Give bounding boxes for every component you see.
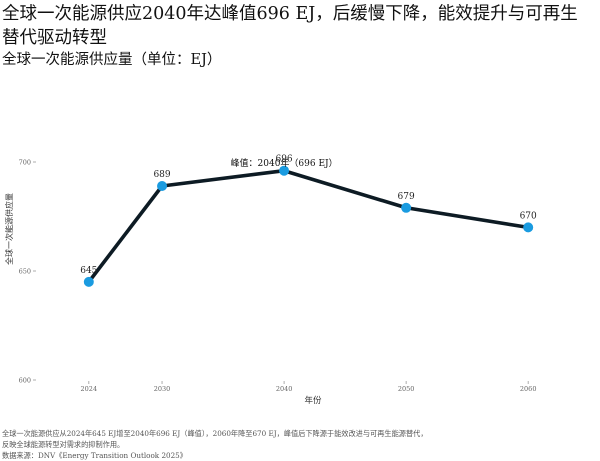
- y-axis: 600 650 700: [19, 159, 36, 385]
- y-tick-label: 700: [19, 159, 31, 167]
- peak-annotation: 峰值：2040年（696 EJ）: [231, 157, 338, 169]
- caption-line-1: 全球一次能源供应从2024年645 EJ增至2040年696 EJ（峰值），20…: [2, 429, 428, 438]
- x-axis: 2024 2030 2040 2050 2060: [81, 381, 537, 393]
- x-tick-label: 2030: [154, 385, 171, 393]
- chart-title: 全球一次能源供应2040年达峰值696 EJ，后缓慢下降，能效提升与可再生替代驱…: [2, 4, 578, 48]
- y-axis-label: 全球一次能源供应量: [4, 193, 14, 265]
- data-points: [83, 165, 534, 287]
- chart-subtitle: 全球一次能源供应量（单位：EJ）: [2, 52, 222, 68]
- data-point: [279, 165, 290, 176]
- x-tick-label: 2024: [81, 385, 98, 393]
- x-tick-label: 2040: [276, 385, 293, 393]
- data-label: 645: [80, 266, 97, 276]
- data-point: [83, 276, 94, 287]
- chart-caption: 全球一次能源供应从2024年645 EJ增至2040年696 EJ（峰值），20…: [2, 428, 592, 461]
- series-line: [87, 168, 530, 284]
- x-tick-label: 2060: [520, 385, 537, 393]
- source-note: 数据来源：DNV《Energy Transition Outlook 2025》: [2, 451, 187, 460]
- x-tick-label: 2050: [398, 385, 415, 393]
- data-point: [523, 222, 534, 233]
- data-label: 679: [398, 192, 415, 202]
- y-tick-label: 650: [19, 268, 31, 276]
- data-label: 696: [275, 155, 292, 165]
- data-point: [157, 180, 168, 191]
- data-point: [401, 202, 412, 213]
- data-label: 670: [520, 211, 537, 221]
- caption-line-2: 反映全球能源转型对需求的抑制作用。: [2, 440, 125, 449]
- data-label: 689: [153, 170, 170, 180]
- x-axis-label: 年份: [304, 395, 322, 406]
- y-tick-label: 600: [19, 377, 31, 385]
- data-labels: 645 689 696 679 670: [80, 155, 537, 276]
